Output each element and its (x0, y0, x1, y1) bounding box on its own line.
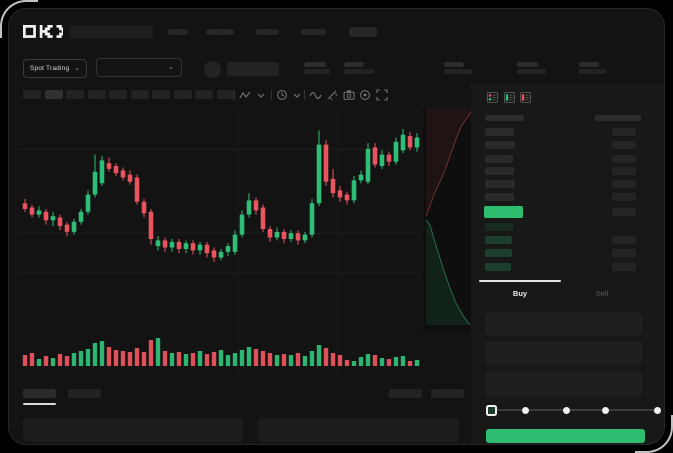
timeframe-button-7[interactable] (152, 90, 170, 99)
chart-settings-icon[interactable] (359, 89, 371, 101)
toolbar-divider (304, 90, 305, 100)
slider-stop-5[interactable] (653, 406, 661, 414)
nav-search-placeholder[interactable] (70, 25, 153, 39)
ticker-stat-label-5 (579, 62, 599, 67)
slider-handle[interactable] (485, 404, 497, 416)
ticker-stat-label-1 (304, 62, 326, 67)
orderbook-header-price (485, 115, 524, 121)
bid-row-price-3[interactable] (485, 249, 512, 257)
nav-item-5[interactable] (349, 27, 377, 37)
bottom-active-tab-underline (23, 403, 56, 405)
toolbar-divider (271, 90, 272, 100)
ask-row-price-1[interactable] (485, 128, 514, 136)
nav-item-2[interactable] (206, 29, 234, 35)
chevron-down-icon: ⌄ (168, 64, 174, 71)
total-field[interactable] (485, 372, 642, 396)
bid-row-price-4[interactable] (485, 263, 511, 271)
chevron-down-icon[interactable] (293, 93, 301, 99)
bid-row-amount-2[interactable] (612, 236, 636, 244)
amount-field[interactable] (485, 341, 642, 364)
ask-row-price-5[interactable] (485, 180, 515, 188)
ask-row-price-4[interactable] (485, 167, 514, 175)
tab-buy[interactable]: Buy (512, 288, 528, 298)
ticker-stat-label-4 (517, 62, 538, 67)
chevron-down-icon[interactable] (257, 93, 265, 99)
ticker-stat-label-3 (444, 62, 464, 67)
orderbook-header-amount (595, 115, 641, 121)
indicators-icon[interactable] (239, 90, 252, 101)
slider-stop-2[interactable] (521, 406, 529, 414)
toolbar-divider (234, 90, 235, 100)
ticker-stat-value-2 (344, 69, 374, 74)
market-type-label: Spot Trading (30, 65, 70, 72)
pair-selector[interactable]: ⌄ (96, 58, 182, 77)
bottom-control-1[interactable] (389, 389, 422, 398)
combined-book-icon[interactable] (487, 92, 498, 103)
last-price-badge[interactable] (484, 206, 523, 218)
slider-stop-4[interactable] (601, 406, 609, 414)
bottom-panel-box-2[interactable] (258, 418, 459, 442)
last-price-amount[interactable] (612, 208, 636, 216)
market-type-selector[interactable]: Spot Trading ⌄ (23, 59, 87, 78)
ask-row-price-3[interactable] (485, 155, 513, 163)
bid-row-amount-3[interactable] (612, 249, 636, 257)
ask-row-price-2[interactable] (485, 141, 515, 149)
app-window: Spot Trading ⌄ ⌄ (8, 8, 665, 445)
timeframe-button-4[interactable] (87, 90, 106, 99)
bid-row-price-2[interactable] (485, 236, 512, 244)
nav-item-3[interactable] (256, 29, 279, 35)
drawing-tools-icon[interactable] (326, 89, 338, 101)
camera-snapshot-icon[interactable] (343, 89, 355, 101)
buy-submit-button[interactable] (486, 429, 645, 443)
timeframe-button-1[interactable] (23, 90, 41, 99)
chart-canvas[interactable] (8, 8, 665, 445)
bid-row-amount-4[interactable] (612, 263, 636, 271)
slider-stop-3[interactable] (562, 406, 570, 414)
timeframe-button-3[interactable] (66, 90, 84, 99)
wave-chart-style-icon[interactable] (309, 90, 322, 101)
ticker-stat-value-3 (444, 69, 472, 74)
ticker-stat-value-1 (304, 69, 330, 74)
bids-book-icon[interactable] (504, 92, 515, 103)
timeframe-button-6[interactable] (130, 90, 149, 99)
active-tab-indicator (479, 280, 561, 282)
asks-book-icon[interactable] (520, 92, 531, 103)
chevron-down-icon: ⌄ (74, 65, 80, 72)
pair-avatar (204, 61, 221, 78)
bottom-tab-2[interactable] (68, 389, 101, 398)
ask-row-amount-1[interactable] (612, 128, 636, 136)
ask-row-price-6[interactable] (485, 193, 514, 201)
ticker-stat-label-2 (344, 62, 364, 67)
timeframe-button-5[interactable] (109, 90, 127, 99)
ask-row-amount-3[interactable] (612, 155, 636, 163)
bottom-tab-1[interactable] (23, 389, 56, 398)
bottom-panel-box-1[interactable] (23, 418, 243, 442)
ticker-stat-value-4 (517, 69, 546, 74)
timeframe-button-2[interactable] (44, 90, 63, 99)
pair-title-placeholder (227, 62, 279, 76)
interval-clock-icon[interactable] (276, 89, 288, 101)
ask-row-amount-4[interactable] (612, 167, 636, 175)
amount-slider-track[interactable] (490, 409, 658, 411)
bottom-control-2[interactable] (431, 389, 464, 398)
timeframe-button-8[interactable] (173, 90, 192, 99)
ask-row-amount-5[interactable] (612, 180, 636, 188)
tab-sell[interactable]: Sell (595, 288, 609, 298)
timeframe-button-9[interactable] (195, 90, 213, 99)
fullscreen-expand-icon[interactable] (376, 89, 388, 101)
nav-item-1[interactable] (168, 29, 188, 35)
ticker-stat-value-5 (579, 69, 606, 74)
okx-logo[interactable] (23, 25, 63, 39)
ask-row-amount-2[interactable] (612, 141, 636, 149)
price-field[interactable] (485, 312, 642, 336)
timeframe-button-10[interactable] (216, 90, 235, 99)
bid-row-price-1[interactable] (485, 223, 513, 231)
ask-row-amount-6[interactable] (612, 193, 636, 201)
nav-item-4[interactable] (301, 29, 326, 35)
